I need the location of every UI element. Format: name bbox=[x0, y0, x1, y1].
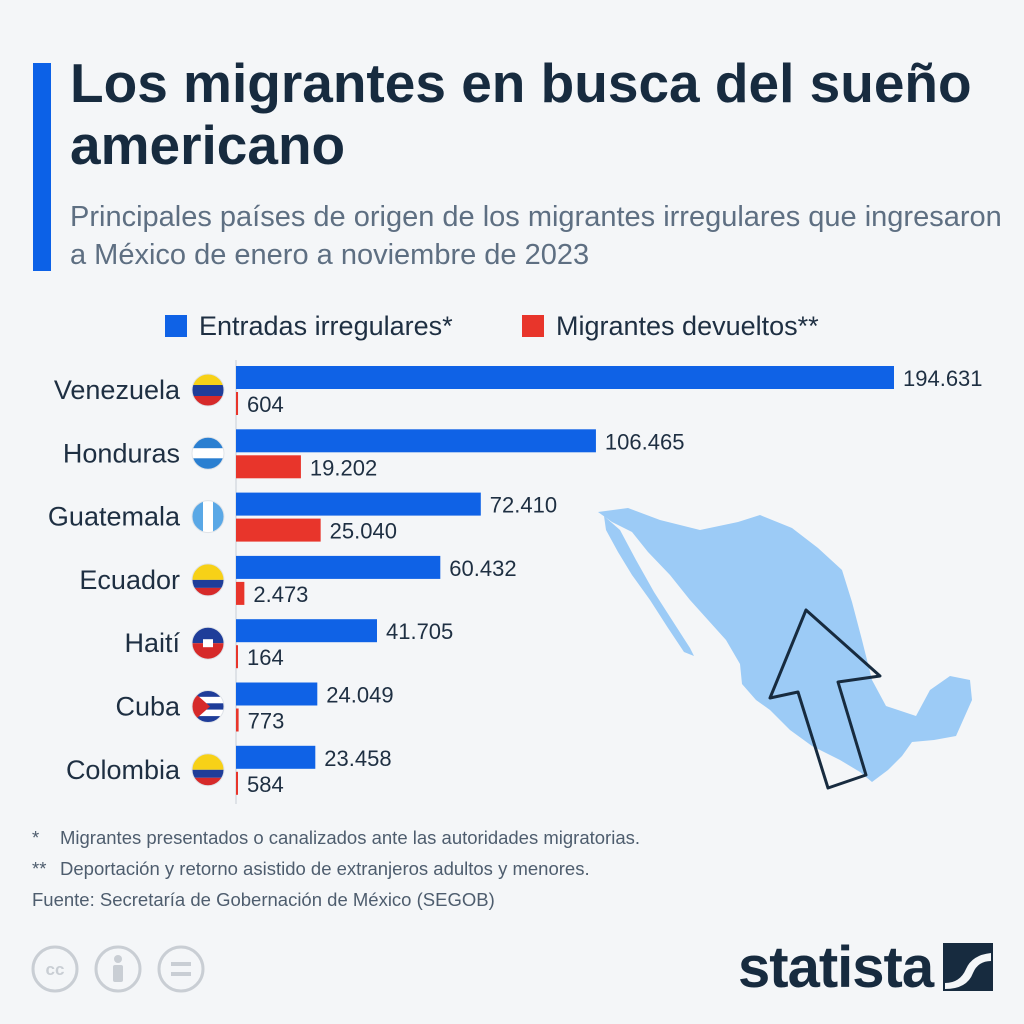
value-label-devueltos: 164 bbox=[247, 645, 284, 670]
value-label-devueltos: 584 bbox=[247, 772, 284, 797]
source: Fuente: Secretaría de Gobernación de Méx… bbox=[32, 889, 495, 910]
flag-outline bbox=[191, 436, 225, 470]
attribution-icon[interactable] bbox=[94, 945, 142, 993]
honduras-flag-icon bbox=[191, 436, 225, 470]
flag-outline bbox=[191, 373, 225, 407]
bar-entradas bbox=[236, 619, 377, 643]
bar-entradas bbox=[236, 366, 894, 389]
legend-label-entradas: Entradas irregulares* bbox=[199, 310, 453, 341]
statista-wordmark: statista bbox=[738, 935, 935, 999]
bar-entradas bbox=[236, 745, 316, 769]
category-label: Haití bbox=[124, 628, 180, 658]
value-label-entradas: 24.049 bbox=[326, 683, 393, 708]
svg-text:cc: cc bbox=[46, 960, 65, 979]
footnote-2-mark: ** bbox=[32, 858, 47, 879]
flag-outline bbox=[191, 500, 225, 534]
value-label-entradas: 60.432 bbox=[449, 556, 516, 581]
footnote-2: ** Deportación y retorno asistido de extr… bbox=[32, 853, 992, 884]
arrow-up-icon bbox=[768, 608, 882, 790]
haiti-flag-icon bbox=[191, 626, 225, 660]
footnote-1: * Migrantes presentados o canalizados ant… bbox=[32, 822, 992, 853]
ecuador-flag-icon bbox=[191, 563, 225, 597]
value-label-entradas: 72.410 bbox=[490, 493, 557, 518]
legend-label-devueltos: Migrantes devueltos** bbox=[556, 310, 819, 341]
value-label-entradas: 23.458 bbox=[324, 746, 391, 771]
footnote-2-text: Deportación y retorno asistido de extran… bbox=[60, 858, 590, 879]
value-label-devueltos: 25.040 bbox=[330, 519, 397, 544]
flag-outline bbox=[191, 626, 225, 660]
legend-swatch-entradas bbox=[165, 315, 187, 337]
value-label-devueltos: 2.473 bbox=[253, 582, 308, 607]
bar-devueltos bbox=[236, 392, 239, 415]
statista-logo[interactable]: statista bbox=[738, 933, 998, 999]
bar-devueltos bbox=[236, 771, 238, 795]
bar-devueltos bbox=[236, 708, 239, 732]
mexico-map-icon bbox=[598, 508, 972, 782]
accent-bar bbox=[33, 63, 51, 271]
bar-entradas bbox=[236, 429, 596, 453]
no-derivatives-icon[interactable] bbox=[157, 945, 205, 993]
category-label: Colombia bbox=[66, 755, 181, 785]
statista-mark-icon bbox=[943, 943, 993, 991]
cuba-flag-icon bbox=[191, 690, 225, 723]
bar-entradas bbox=[236, 555, 441, 579]
bar-devueltos bbox=[236, 518, 321, 542]
flag-outline bbox=[191, 563, 225, 597]
page-subtitle: Principales países de origen de los migr… bbox=[70, 201, 1002, 271]
bar-entradas bbox=[236, 492, 481, 516]
license-icons[interactable]: cc bbox=[30, 944, 210, 994]
colombia-flag-icon bbox=[191, 753, 225, 787]
legend-swatch-devueltos bbox=[522, 315, 544, 337]
value-label-entradas: 41.705 bbox=[386, 619, 453, 644]
category-label: Ecuador bbox=[79, 565, 180, 595]
bar-devueltos bbox=[236, 455, 301, 479]
footnote-1-text: Migrantes presentados o canalizados ante… bbox=[60, 827, 640, 848]
category-label: Cuba bbox=[115, 692, 181, 722]
value-label-entradas: 194.631 bbox=[903, 366, 983, 391]
flag-outline bbox=[191, 753, 225, 787]
category-label: Venezuela bbox=[54, 375, 181, 405]
venezuela-flag-icon bbox=[191, 373, 225, 407]
legend-devueltos: Migrantes devueltos** bbox=[522, 306, 819, 346]
creative-commons-icon[interactable]: cc bbox=[31, 945, 79, 993]
value-label-devueltos: 604 bbox=[247, 392, 284, 417]
bar-entradas bbox=[236, 682, 318, 706]
value-label-devueltos: 773 bbox=[248, 709, 285, 734]
bar-devueltos bbox=[236, 581, 245, 605]
chart-legend: Entradas irregulares* Migrantes devuelto… bbox=[0, 306, 1024, 346]
guatemala-flag-icon bbox=[191, 500, 225, 534]
value-label-entradas: 106.465 bbox=[605, 429, 685, 454]
category-label: Honduras bbox=[63, 438, 180, 468]
category-label: Guatemala bbox=[48, 502, 181, 532]
bar-devueltos bbox=[236, 645, 238, 669]
footnotes: * Migrantes presentados o canalizados ant… bbox=[32, 822, 992, 915]
flag-outline bbox=[191, 690, 225, 723]
footnote-1-mark: * bbox=[32, 827, 40, 848]
page-title: Los migrantes en busca del sueño america… bbox=[70, 52, 972, 176]
legend-entradas: Entradas irregulares* bbox=[165, 306, 453, 346]
value-label-devueltos: 19.202 bbox=[310, 455, 377, 480]
